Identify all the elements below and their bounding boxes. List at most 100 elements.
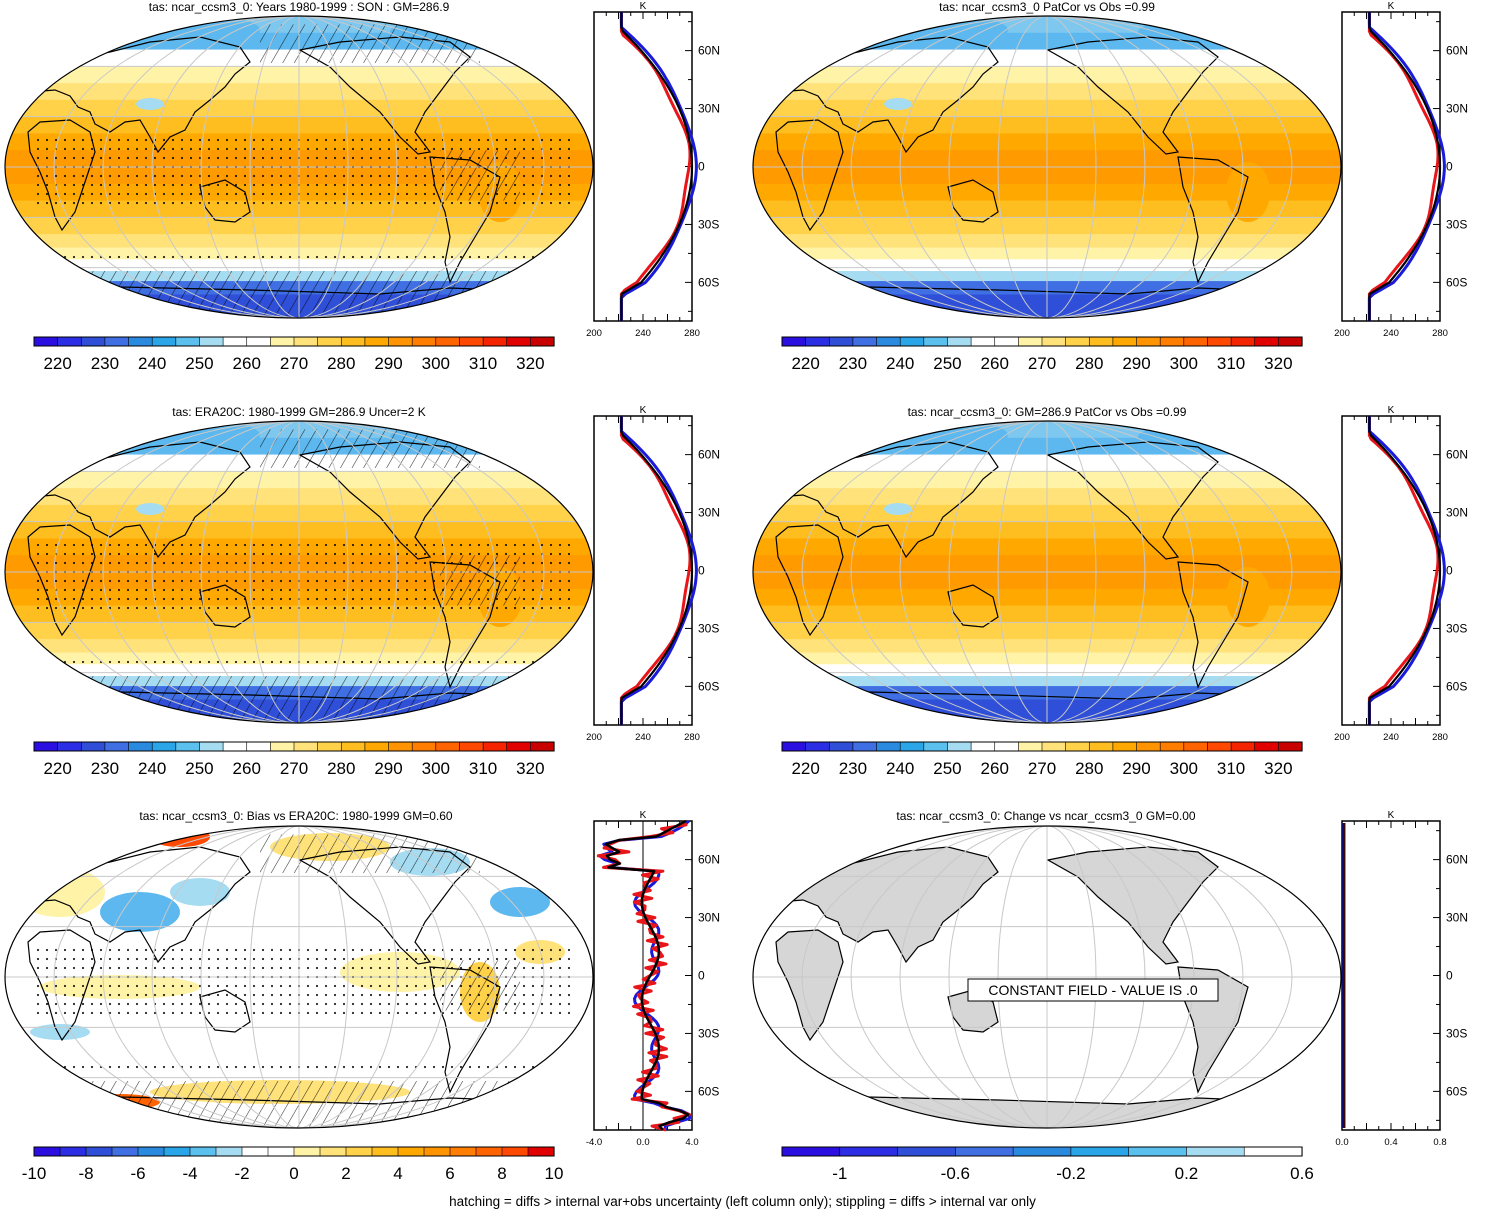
zonal-line-obs2	[1367, 12, 1446, 321]
colorbar-frame	[33, 741, 555, 752]
map-panel-6: CONSTANT FIELD - VALUE IS .0	[752, 825, 1342, 1129]
zonal-unit-label: K	[640, 405, 647, 416]
colorbar-swatch	[839, 1146, 899, 1157]
zonal-unit-label: K	[1388, 405, 1395, 416]
panel-1-title: tas: ncar_ccsm3_0: Years 1980-1999 : SON…	[148, 0, 450, 14]
colorbar-swatch	[104, 741, 130, 752]
temperature-band	[753, 652, 1341, 665]
temperature-band	[5, 66, 593, 84]
temperature-band	[5, 471, 593, 489]
colorbar-label: 280	[327, 354, 355, 373]
continent-outline	[753, 286, 1341, 318]
colorbar-swatch	[364, 741, 390, 752]
stippling-region	[40, 655, 560, 670]
colorbar-1: 220 230 240 250 260 270 280 290 300 310 320	[33, 336, 555, 373]
zonal-x-tick-label: 240	[635, 732, 651, 743]
colorbar-swatch	[1041, 741, 1067, 752]
colorbar-swatch	[151, 741, 177, 752]
colorbar-swatch	[340, 336, 366, 347]
meridian-line	[801, 826, 1048, 1128]
colorbar-swatch	[199, 741, 224, 752]
zonal-lat-label: 60N	[1446, 448, 1468, 462]
bias-region	[490, 887, 550, 917]
colorbar-label: 280	[1075, 354, 1103, 373]
colorbar-label: 260	[981, 354, 1009, 373]
meridian-line	[298, 826, 545, 1128]
colorbar-label: 250	[933, 759, 961, 778]
colorbar-swatch	[59, 1146, 87, 1157]
zonal-lat-label: 60N	[698, 448, 720, 462]
colorbar-swatch	[1136, 741, 1161, 752]
zonal-plot-2: K 60N 30N 0 30S 60S 200 240 280	[1334, 1, 1468, 339]
tibet-cold	[136, 98, 164, 110]
zonal-x-tick-label: 200	[1334, 732, 1350, 743]
colorbar-swatch	[506, 741, 531, 752]
colorbar-swatch	[482, 741, 508, 752]
zonal-x-tick-label: 0.0	[636, 1137, 649, 1148]
hatching-region	[260, 429, 480, 468]
zonal-lat-label: 30S	[1446, 621, 1467, 635]
colorbar-swatch	[947, 336, 972, 347]
colorbar-swatch	[104, 336, 130, 347]
colorbar-label: 300	[422, 354, 450, 373]
colorbar-swatch	[876, 741, 901, 752]
colorbar-swatch	[340, 741, 366, 752]
zonal-lat-label: 30N	[698, 911, 720, 925]
temperature-band	[5, 488, 593, 506]
colorbar-swatch	[222, 741, 248, 752]
meridian-line	[1046, 826, 1293, 1128]
map-field	[5, 826, 593, 1128]
zonal-frame	[1341, 820, 1441, 1131]
colorbar-label: 280	[327, 759, 355, 778]
colorbar-swatch	[781, 336, 807, 347]
colorbar-swatch	[1254, 336, 1279, 347]
colorbar-label: 250	[185, 354, 213, 373]
colorbar-label: 230	[839, 759, 867, 778]
colorbar-2: 220 230 240 250 260 270 280 290 300 310 320	[781, 336, 1303, 373]
colorbar-label: -10	[22, 1164, 47, 1183]
meridian-line	[298, 826, 447, 1128]
zonal-plot-5: K 60N 30N 0 30S 60S -4.0 0.0 4.0	[586, 810, 720, 1148]
meridian-line	[997, 16, 1048, 318]
zonal-x-tick-label: 200	[586, 732, 602, 743]
zonal-line-model	[1368, 12, 1442, 321]
meridian-line	[1046, 16, 1244, 318]
zonal-lat-label: 30N	[698, 102, 720, 116]
temperature-band	[5, 504, 593, 523]
colorbar-swatch	[137, 1146, 165, 1157]
map-field	[5, 16, 593, 318]
temperature-band	[753, 247, 1341, 260]
colorbar-swatch	[80, 336, 106, 347]
zonal-x-tick-label: 200	[1334, 328, 1350, 339]
temperature-band	[753, 622, 1341, 640]
colorbar-label: -0.6	[941, 1164, 970, 1183]
colorbar-swatch	[270, 741, 295, 752]
zonal-x-tick-label: 240	[1383, 732, 1399, 743]
continent-outline	[753, 691, 1341, 723]
meridian-line	[1046, 16, 1146, 318]
colorbar-swatch	[852, 741, 878, 752]
bias-region	[100, 892, 180, 932]
zonal-lat-label: 60N	[1446, 853, 1468, 867]
temperature-band	[753, 32, 1341, 51]
colorbar-label: 240	[886, 759, 914, 778]
temperature-band	[5, 83, 593, 101]
colorbar-swatch	[923, 741, 949, 752]
colorbar-swatch	[1065, 741, 1090, 752]
colorbar-swatch	[317, 741, 342, 752]
colorbar-swatch	[1012, 1146, 1072, 1157]
temperature-band	[753, 686, 1341, 701]
colorbar-swatch	[1112, 336, 1138, 347]
colorbar-swatch	[828, 741, 854, 752]
colorbar-swatch	[345, 1146, 373, 1157]
temperature-band	[753, 83, 1341, 101]
temperature-band	[5, 622, 593, 640]
meridian-line	[298, 421, 545, 723]
colorbar-label: 0	[289, 1164, 298, 1183]
meridian-line	[298, 421, 398, 723]
colorbar-swatch	[1136, 336, 1161, 347]
temperature-band	[753, 217, 1341, 235]
colorbar-label: 310	[469, 759, 497, 778]
footer-note: hatching = diffs > internal var+obs unce…	[449, 1194, 1036, 1209]
south-america-warm	[1226, 567, 1270, 627]
